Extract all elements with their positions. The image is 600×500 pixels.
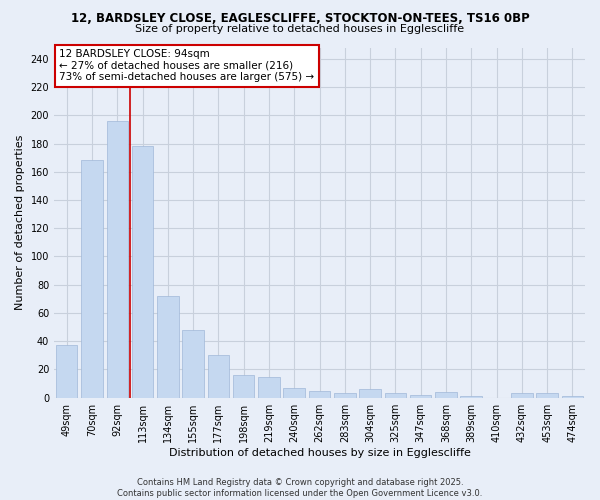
Bar [562,396,583,398]
Bar [107,121,128,398]
Bar [511,394,533,398]
Bar [410,395,431,398]
Bar [182,330,204,398]
Bar [309,390,330,398]
Bar [460,396,482,398]
X-axis label: Distribution of detached houses by size in Egglescliffe: Distribution of detached houses by size … [169,448,470,458]
Bar [157,296,179,398]
Bar [258,376,280,398]
Text: Size of property relative to detached houses in Egglescliffe: Size of property relative to detached ho… [136,24,464,34]
Bar [132,146,153,398]
Bar [56,346,77,398]
Bar [536,394,558,398]
Bar [435,392,457,398]
Bar [283,388,305,398]
Bar [208,356,229,398]
Text: Contains HM Land Registry data © Crown copyright and database right 2025.
Contai: Contains HM Land Registry data © Crown c… [118,478,482,498]
Text: 12, BARDSLEY CLOSE, EAGLESCLIFFE, STOCKTON-ON-TEES, TS16 0BP: 12, BARDSLEY CLOSE, EAGLESCLIFFE, STOCKT… [71,12,529,26]
Bar [334,394,356,398]
Text: 12 BARDSLEY CLOSE: 94sqm
← 27% of detached houses are smaller (216)
73% of semi-: 12 BARDSLEY CLOSE: 94sqm ← 27% of detach… [59,50,314,82]
Bar [385,394,406,398]
Bar [233,375,254,398]
Y-axis label: Number of detached properties: Number of detached properties [15,135,25,310]
Bar [359,389,381,398]
Bar [81,160,103,398]
